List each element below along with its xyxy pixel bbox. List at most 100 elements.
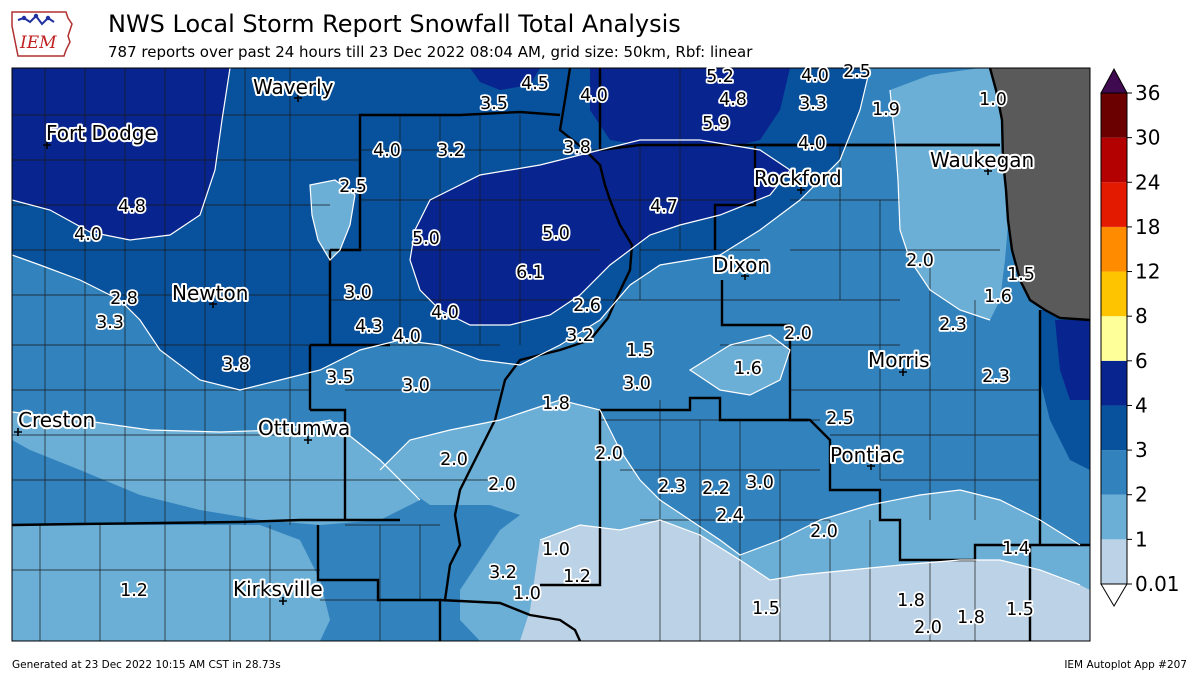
snowfall-value: 1.6 [734, 359, 762, 379]
snowfall-values: 4.5 5.2 4.0 2.5 3.5 4.0 4.8 3.3 1.9 1.0 … [72, 60, 1036, 640]
snowfall-value: 4.0 [580, 86, 608, 106]
snowfall-value: 2.0 [906, 251, 934, 271]
snowfall-value: 5.0 [412, 229, 440, 249]
city-label-rockford: Rockford [754, 166, 842, 190]
snowfall-value: 1.0 [542, 540, 570, 560]
colorbar-segment [1101, 226, 1127, 272]
snowfall-value: 1.5 [1007, 265, 1035, 285]
snowfall-value: 3.0 [402, 376, 430, 396]
city-label-pontiac: Pontiac [830, 443, 903, 467]
snowfall-value: 3.2 [566, 326, 594, 346]
contour-fill [590, 68, 790, 150]
chart-title: NWS Local Storm Report Snowfall Total An… [108, 10, 681, 38]
colorbar-segment [1101, 93, 1127, 138]
contour-fill [690, 335, 790, 395]
snowfall-value: 2.3 [658, 477, 686, 497]
colorbar-label: 12 [1135, 260, 1160, 284]
snowfall-value: 2.3 [982, 367, 1010, 387]
city-marker [43, 141, 51, 149]
colorbar-label: 4 [1135, 393, 1148, 417]
snowfall-value: 5.2 [706, 67, 734, 87]
footer-generated: Generated at 23 Dec 2022 10:15 AM CST in… [12, 659, 281, 671]
snowfall-value: 4.5 [521, 74, 549, 94]
snowfall-contours [12, 68, 1090, 641]
snowfall-value: 4.0 [798, 134, 826, 154]
iem-logo: IEM [11, 11, 73, 57]
snowfall-value: 2.0 [488, 475, 516, 495]
snowfall-value: 3.3 [96, 313, 124, 333]
snowfall-value: 1.6 [984, 287, 1012, 307]
colorbar-label: 36 [1135, 81, 1160, 105]
colorbar-segment [1101, 316, 1127, 361]
colorbar-label: 18 [1135, 215, 1160, 239]
snowfall-value: 3.2 [437, 141, 465, 161]
contour-fill [1055, 320, 1090, 400]
contour-fill [12, 68, 230, 240]
city-marker [984, 167, 992, 175]
snowfall-value: 4.0 [393, 327, 421, 347]
contour-fill [890, 68, 1015, 320]
snowfall-value: 1.9 [872, 100, 900, 120]
city-marker [741, 272, 749, 280]
snowfall-value: 4.0 [74, 225, 102, 245]
city-marker [304, 436, 312, 444]
snowfall-value: 4.0 [431, 303, 459, 323]
colorbar-label: 24 [1135, 170, 1160, 194]
snowfall-value: 5.9 [702, 114, 730, 134]
snowfall-value: 3.5 [480, 94, 508, 114]
snowfall-value: 2.0 [595, 444, 623, 464]
snowfall-value: 1.0 [513, 584, 541, 604]
snowfall-value: 5.0 [542, 224, 570, 244]
snowfall-value: 2.6 [573, 296, 601, 316]
colorbar-segment [1101, 360, 1127, 406]
snowfall-value: 2.0 [440, 450, 468, 470]
city-label-dixon: Dixon [713, 253, 770, 277]
snowfall-value: 3.8 [222, 355, 250, 375]
snowfall-value: 1.8 [957, 608, 985, 628]
colorbar-label: 6 [1135, 349, 1148, 373]
contour-fill [410, 140, 790, 325]
city-label-fort-dodge: Fort Dodge [46, 121, 157, 145]
snowfall-value: 2.5 [826, 409, 854, 429]
city-label-morris: Morris [868, 348, 930, 372]
colorbar-segment [1101, 182, 1127, 227]
colorbar-label: 8 [1135, 304, 1148, 328]
snowfall-value: 3.0 [623, 374, 651, 394]
snowfall-value: 1.5 [626, 341, 654, 361]
snowfall-value: 1.5 [1006, 600, 1034, 620]
city-marker [209, 300, 217, 308]
colorbar-border [1100, 92, 1128, 585]
city-marker [294, 94, 302, 102]
colorbar-label: 1 [1135, 527, 1148, 551]
snowfall-value: 3.2 [489, 563, 517, 583]
snowfall-value: 3.0 [344, 283, 372, 303]
snowfall-value: 1.8 [542, 394, 570, 414]
city-marker [899, 368, 907, 376]
snowfall-value: 6.1 [516, 263, 544, 283]
snowfall-value: 1.5 [752, 599, 780, 619]
logo-text: IEM [19, 33, 57, 53]
city-marker [14, 428, 22, 436]
city-label-newton: Newton [172, 281, 248, 305]
snowfall-value: 2.4 [716, 506, 744, 526]
colorbar-over-arrow [1100, 67, 1128, 94]
snowfall-value: 1.2 [563, 567, 591, 587]
snowfall-value: 4.3 [355, 317, 383, 337]
city-marker [797, 186, 805, 194]
colorbar-label: 2 [1135, 483, 1148, 507]
contour-fill [520, 520, 1090, 641]
snowfall-value: 4.0 [801, 66, 829, 86]
snowfall-value: 4.0 [373, 141, 401, 161]
snowfall-value: 2.0 [810, 522, 838, 542]
chart-subtitle: 787 reports over past 24 hours till 23 D… [108, 43, 753, 61]
snowfall-value: 2.8 [110, 289, 138, 309]
colorbar-segment [1101, 137, 1127, 183]
snowfall-value: 2.5 [339, 177, 367, 197]
city-label-waverly: Waverly [253, 75, 334, 99]
colorbar-segment [1101, 405, 1127, 451]
city-label-creston: Creston [18, 408, 95, 432]
snowfall-value: 2.0 [784, 324, 812, 344]
colorbar-segment [1101, 271, 1127, 317]
contour-fill [12, 525, 330, 641]
